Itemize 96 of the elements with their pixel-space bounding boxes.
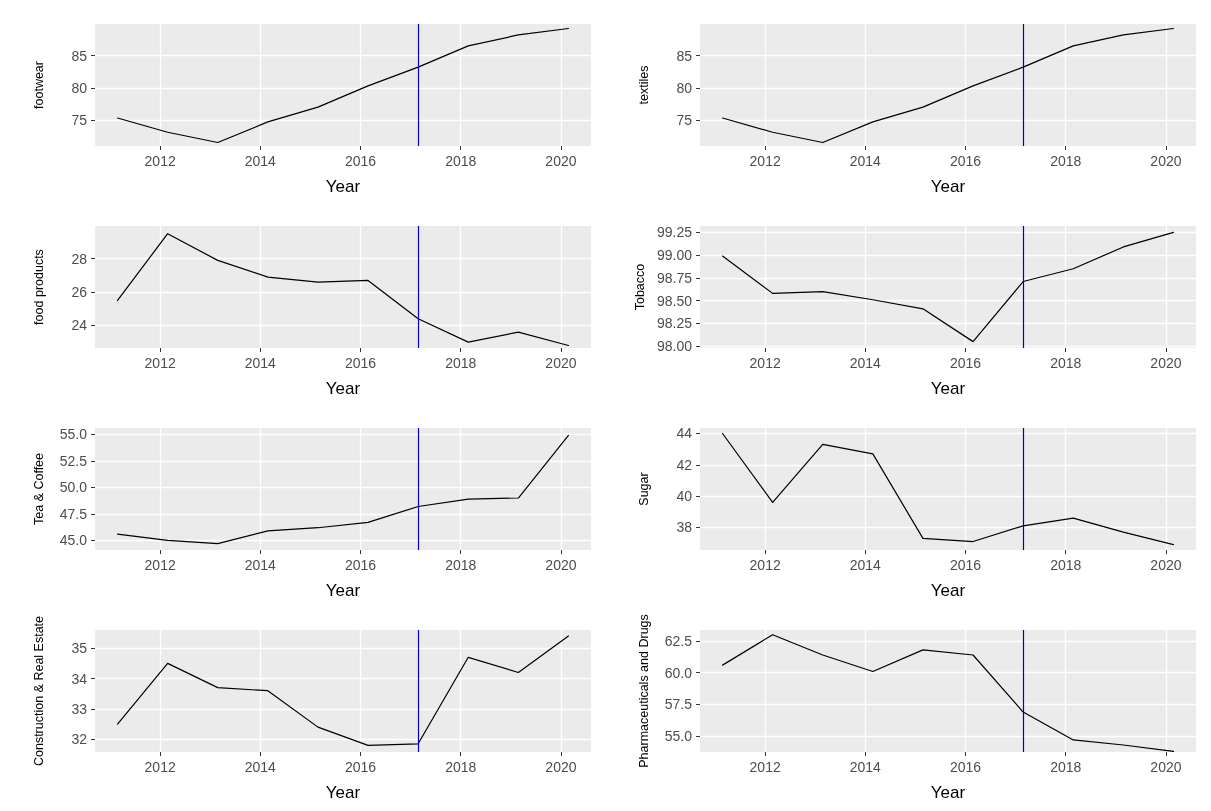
y-tick-label: 85 bbox=[676, 47, 693, 64]
x-tick-label: 2012 bbox=[749, 557, 781, 573]
y-tick-label: 44 bbox=[676, 425, 693, 442]
x-tick-label: 2012 bbox=[144, 355, 176, 371]
x-tick-label: 2012 bbox=[749, 153, 781, 169]
x-tick-label: 2018 bbox=[1050, 759, 1082, 775]
x-tick-label: 2016 bbox=[344, 557, 377, 573]
x-tick-label: 2020 bbox=[1150, 557, 1182, 573]
y-tick-label: 55.0 bbox=[59, 426, 88, 443]
y-tick-label: 80 bbox=[676, 79, 693, 96]
x-tick-label: 2018 bbox=[1050, 557, 1082, 573]
x-axis-title: Year bbox=[930, 379, 966, 398]
y-axis-title: food products bbox=[31, 249, 46, 325]
x-tick-label: 2012 bbox=[144, 153, 176, 169]
x-tick-label: 2018 bbox=[1050, 153, 1082, 169]
y-tick-label: 98.50 bbox=[656, 292, 693, 309]
line-series bbox=[116, 27, 570, 144]
x-tick-label: 2018 bbox=[445, 355, 477, 371]
line-series bbox=[721, 231, 1175, 343]
y-tick-label: 52.5 bbox=[59, 452, 88, 469]
x-axis-title: Year bbox=[930, 177, 966, 196]
y-tick-label: 47.5 bbox=[59, 505, 88, 522]
y-axis-title: Tea & Coffee bbox=[31, 452, 46, 526]
x-tick-label: 2016 bbox=[344, 153, 377, 169]
x-tick-label: 2018 bbox=[445, 759, 477, 775]
y-tick-label: 50.0 bbox=[59, 479, 88, 496]
y-tick-label: 99.25 bbox=[656, 224, 693, 241]
x-axis-title: Year bbox=[930, 783, 966, 802]
x-tick-label: 2014 bbox=[244, 153, 277, 169]
x-axis-title: Year bbox=[325, 581, 361, 600]
x-axis-title: Year bbox=[325, 783, 361, 802]
x-tick-label: 2014 bbox=[849, 557, 882, 573]
x-tick-label: 2016 bbox=[949, 759, 982, 775]
x-tick-label: 2014 bbox=[244, 355, 277, 371]
line-series bbox=[116, 434, 570, 545]
y-tick-label: 28 bbox=[71, 250, 88, 267]
y-tick-label: 98.25 bbox=[656, 315, 693, 332]
y-axis-title: Sugar bbox=[636, 472, 651, 506]
y-tick-label: 42 bbox=[676, 456, 693, 473]
y-axis-title: textiles bbox=[636, 65, 651, 105]
x-tick-label: 2012 bbox=[749, 759, 781, 775]
line-series bbox=[116, 233, 570, 347]
x-tick-label: 2014 bbox=[849, 153, 882, 169]
x-tick-label: 2020 bbox=[545, 153, 577, 169]
line-series bbox=[116, 635, 570, 746]
x-tick-label: 2018 bbox=[1050, 355, 1082, 371]
y-tick-label: 60.0 bbox=[664, 664, 693, 681]
x-axis-title: Year bbox=[325, 177, 361, 196]
y-tick-label: 38 bbox=[676, 519, 693, 536]
y-tick-label: 35 bbox=[71, 640, 88, 657]
x-tick-label: 2014 bbox=[849, 355, 882, 371]
y-axis-title: footwear bbox=[31, 61, 46, 109]
x-tick-label: 2016 bbox=[344, 355, 377, 371]
x-tick-label: 2018 bbox=[445, 557, 477, 573]
line-series bbox=[721, 27, 1175, 144]
y-tick-label: 75 bbox=[676, 111, 693, 128]
y-tick-label: 98.00 bbox=[656, 338, 693, 355]
x-tick-label: 2012 bbox=[144, 557, 176, 573]
x-tick-label: 2016 bbox=[949, 355, 982, 371]
x-tick-label: 2020 bbox=[1150, 355, 1182, 371]
y-tick-label: 98.75 bbox=[656, 269, 693, 286]
x-axis-title: Year bbox=[930, 581, 966, 600]
y-tick-label: 62.5 bbox=[664, 633, 693, 650]
x-tick-label: 2012 bbox=[749, 355, 781, 371]
x-tick-label: 2014 bbox=[244, 557, 277, 573]
x-tick-label: 2020 bbox=[1150, 759, 1182, 775]
y-tick-label: 34 bbox=[71, 670, 88, 687]
x-tick-label: 2014 bbox=[849, 759, 882, 775]
x-axis-title: Year bbox=[325, 379, 361, 398]
x-tick-label: 2014 bbox=[244, 759, 277, 775]
line-series bbox=[721, 634, 1175, 752]
x-tick-label: 2016 bbox=[949, 557, 982, 573]
x-tick-label: 2016 bbox=[344, 759, 377, 775]
y-tick-label: 55.0 bbox=[664, 728, 693, 745]
y-tick-label: 80 bbox=[71, 79, 88, 96]
y-tick-label: 40 bbox=[676, 488, 693, 505]
x-tick-label: 2020 bbox=[545, 759, 577, 775]
y-tick-label: 57.5 bbox=[664, 696, 693, 713]
y-axis-title: Pharmaceuticals and Drugs bbox=[636, 614, 651, 768]
line-series bbox=[721, 432, 1175, 546]
x-tick-label: 2020 bbox=[545, 557, 577, 573]
x-tick-label: 2020 bbox=[1150, 153, 1182, 169]
y-tick-label: 85 bbox=[71, 47, 88, 64]
y-tick-label: 99.00 bbox=[656, 247, 693, 264]
y-tick-label: 45.0 bbox=[59, 532, 88, 549]
y-axis-title: Construction & Real Estate bbox=[31, 615, 46, 767]
y-tick-label: 26 bbox=[71, 284, 88, 301]
y-tick-label: 32 bbox=[71, 731, 88, 748]
y-tick-label: 33 bbox=[71, 700, 88, 717]
x-tick-label: 2016 bbox=[949, 153, 982, 169]
x-tick-label: 2020 bbox=[545, 355, 577, 371]
y-tick-label: 24 bbox=[71, 317, 88, 334]
x-tick-label: 2012 bbox=[144, 759, 176, 775]
y-tick-label: 75 bbox=[71, 111, 88, 128]
x-tick-label: 2018 bbox=[445, 153, 477, 169]
y-axis-title: Tobacco bbox=[632, 263, 647, 311]
